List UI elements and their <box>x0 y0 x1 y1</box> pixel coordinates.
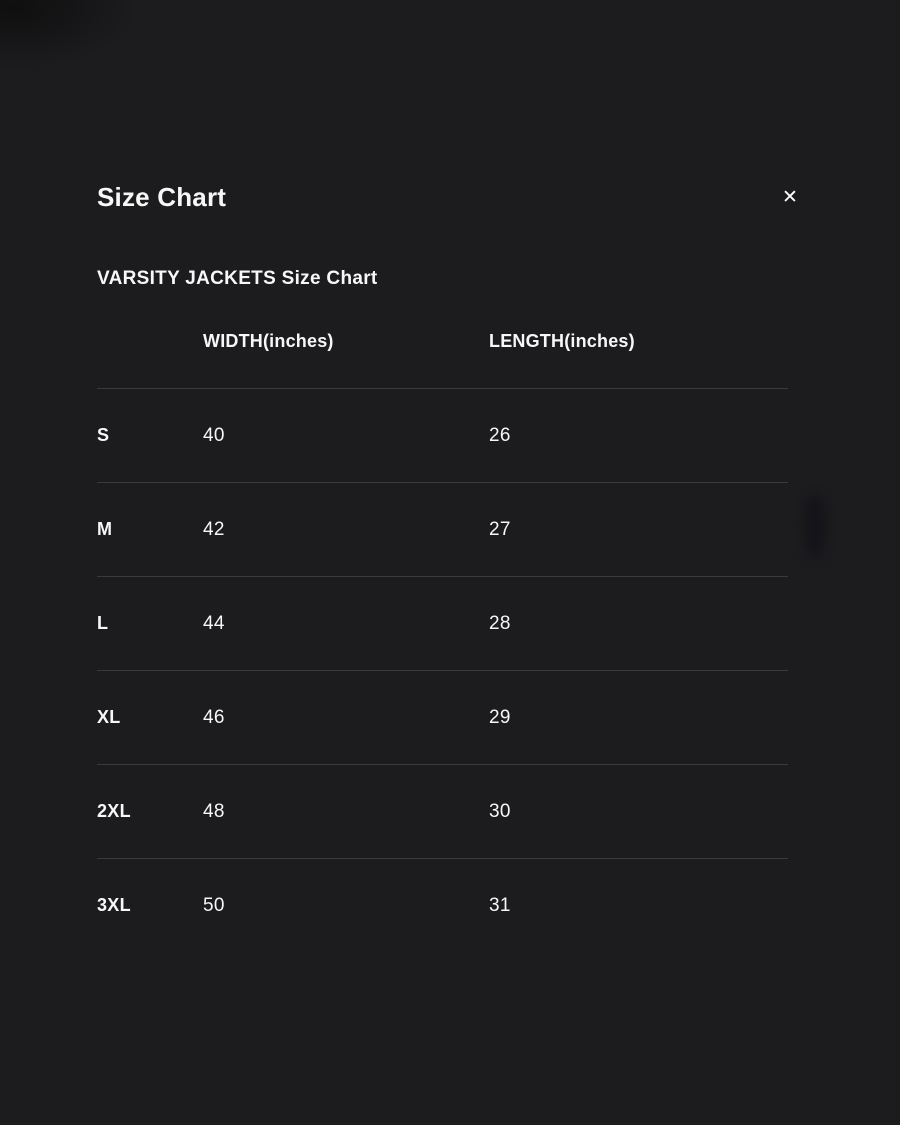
width-cell: 50 <box>203 894 225 916</box>
length-cell: 31 <box>489 894 511 916</box>
table-header-row: WIDTH(inches) LENGTH(inches) <box>97 331 788 389</box>
column-header-width: WIDTH(inches) <box>203 331 334 351</box>
table-row: XL 46 29 <box>97 670 788 765</box>
close-icon: ✕ <box>782 185 798 208</box>
width-cell: 44 <box>203 612 225 634</box>
table-row: S 40 26 <box>97 388 788 483</box>
length-cell: 29 <box>489 706 511 728</box>
length-cell: 26 <box>489 424 511 446</box>
size-cell: XL <box>97 707 121 727</box>
size-cell: 2XL <box>97 801 131 821</box>
size-cell: L <box>97 613 109 633</box>
length-cell: 28 <box>489 612 511 634</box>
column-header-length: LENGTH(inches) <box>489 331 635 351</box>
chart-subtitle: VARSITY JACKETS Size Chart <box>97 268 378 289</box>
table-row: 3XL 50 31 <box>97 858 788 953</box>
table-row: M 42 27 <box>97 482 788 577</box>
modal-header: Size Chart ✕ <box>97 0 803 210</box>
modal-title: Size Chart <box>97 182 227 212</box>
width-cell: 40 <box>203 424 225 446</box>
width-cell: 46 <box>203 706 225 728</box>
width-cell: 42 <box>203 518 225 540</box>
size-cell: M <box>97 519 113 539</box>
length-cell: 30 <box>489 800 511 822</box>
column-header-size <box>97 331 203 389</box>
size-cell: S <box>97 425 110 445</box>
table-row: 2XL 48 30 <box>97 764 788 859</box>
size-chart-rows: S 40 26 M 42 27 L 44 28 XL 46 29 2XL 48 … <box>97 388 788 953</box>
width-cell: 48 <box>203 800 225 822</box>
length-cell: 27 <box>489 518 511 540</box>
size-chart-table: WIDTH(inches) LENGTH(inches) S 40 26 M 4… <box>97 331 788 953</box>
close-button[interactable]: ✕ <box>777 184 803 210</box>
table-row: L 44 28 <box>97 576 788 671</box>
size-cell: 3XL <box>97 895 131 916</box>
